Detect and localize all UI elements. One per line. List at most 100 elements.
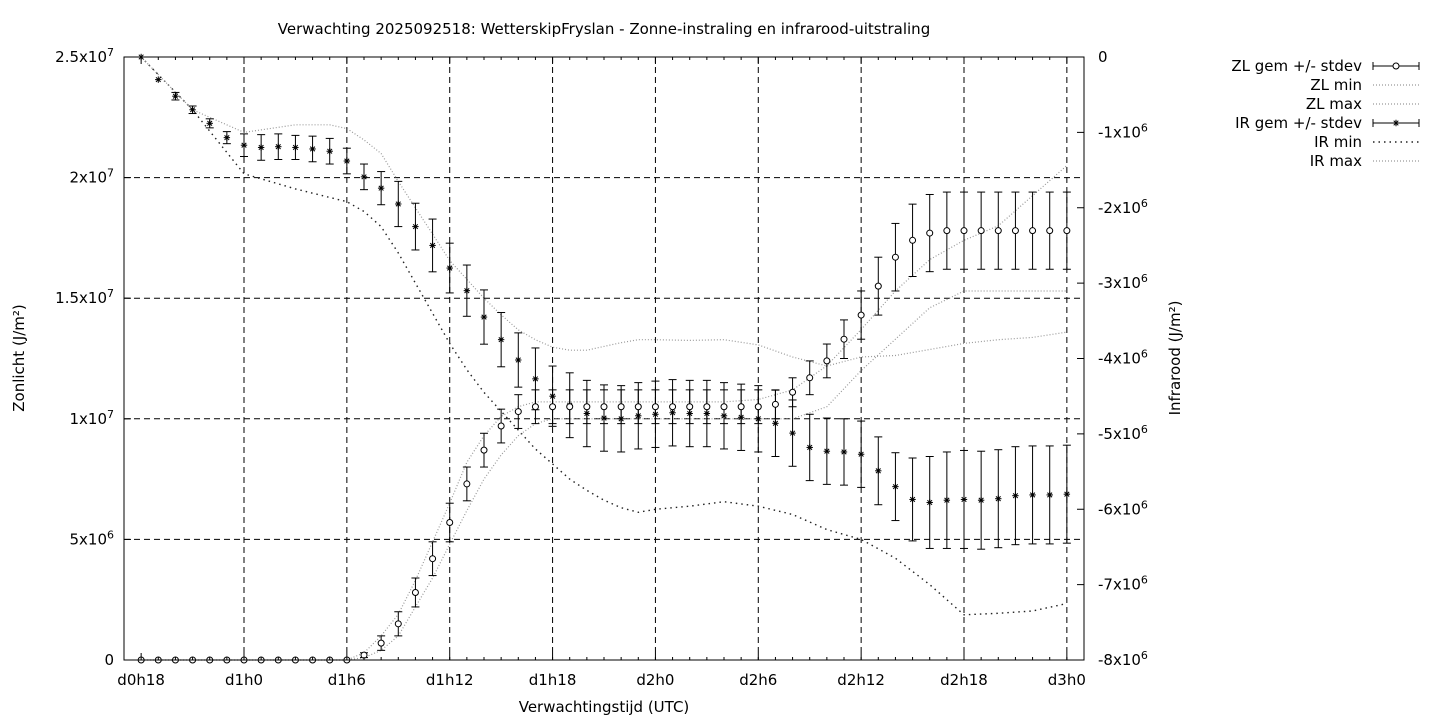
ir-point	[497, 336, 505, 343]
zl-max-line	[141, 165, 1068, 661]
zl-point	[909, 236, 917, 244]
ir-point	[309, 145, 316, 153]
y-axis-ticks: 0 5x106 1x107 1.5x107 2x107 2.5x107	[55, 46, 131, 669]
zl-point	[549, 403, 557, 411]
y2-tick-label: -5x106	[1098, 423, 1148, 443]
x-tick-label: d2h0	[636, 671, 674, 689]
zl-point	[686, 403, 694, 411]
zl-series	[137, 191, 1071, 664]
ir-point	[926, 499, 933, 506]
zl-point	[566, 403, 574, 411]
y2-tick-label: -7x106	[1098, 574, 1148, 594]
zl-point	[446, 519, 454, 527]
zl-point	[977, 227, 985, 235]
zl-minmax-lines	[141, 165, 1068, 661]
legend-label: ZL min	[1310, 76, 1362, 94]
zl-point	[1029, 227, 1037, 235]
zl-point	[514, 408, 522, 416]
x-axis-ticks: d0h18 d1h0 d1h6 d1h12 d1h18 d2h0 d2h6 d2h12 d2h1…	[117, 57, 1086, 689]
ir-point	[257, 144, 265, 151]
y-tick-label: 0	[104, 651, 114, 669]
zl-point	[651, 403, 659, 411]
y2-tick-label: -4x106	[1098, 348, 1148, 368]
y2-tick-label: -3x106	[1098, 272, 1148, 292]
x-tick-label: d1h6	[328, 671, 366, 689]
ir-point	[977, 497, 985, 504]
ir-point	[343, 157, 351, 165]
ir-point	[823, 448, 831, 455]
zl-point	[737, 403, 745, 411]
chart-title: Verwachting 2025092518: WetterskipFrysla…	[278, 20, 930, 38]
y2-axis-ticks: 0 -1x106 -2x106 -3x106 -4x106 -5x106 -6x106 -7x…	[1077, 48, 1148, 669]
zl-point	[857, 311, 865, 319]
legend-marker	[1392, 62, 1400, 70]
ir-point	[840, 448, 848, 456]
ir-max-line	[140, 56, 1067, 367]
ir-point	[532, 375, 539, 383]
y-tick-label: 5x106	[69, 528, 114, 548]
zl-point	[703, 403, 711, 411]
legend-label: IR max	[1310, 152, 1362, 170]
x-tick-label: d3h0	[1048, 671, 1086, 689]
zl-point	[634, 403, 642, 411]
zl-point	[377, 639, 385, 647]
ir-point	[292, 144, 299, 151]
ir-point	[875, 467, 882, 475]
zl-point	[1011, 227, 1019, 235]
x-tick-label: d1h12	[426, 671, 474, 689]
ir-point	[360, 173, 368, 181]
ir-point	[515, 356, 522, 364]
legend-label: IR gem +/- stdev	[1235, 114, 1362, 132]
ir-point	[275, 143, 282, 150]
ir-point	[189, 106, 196, 113]
ir-point	[960, 496, 968, 503]
ir-min-line	[140, 56, 1068, 616]
zl-point	[806, 374, 814, 382]
legend-label: ZL gem +/- stdev	[1231, 57, 1362, 75]
x-tick-label: d2h6	[739, 671, 777, 689]
x-axis-title: Verwachtingstijd (UTC)	[519, 698, 690, 716]
y2-tick-label: -6x106	[1098, 498, 1148, 518]
ir-point	[240, 141, 248, 149]
y2-tick-label: -1x106	[1098, 121, 1148, 141]
ir-point	[943, 497, 951, 504]
zl-point	[411, 588, 419, 596]
ir-point	[395, 200, 402, 208]
zl-point	[669, 403, 677, 411]
y-tick-label: 2x107	[69, 167, 114, 187]
ir-point	[155, 76, 162, 83]
zl-point	[720, 403, 728, 411]
ir-point	[892, 483, 899, 490]
zl-point	[617, 403, 625, 411]
ir-point	[326, 148, 333, 155]
y-tick-label: 1.5x107	[55, 287, 114, 307]
zl-point	[840, 335, 848, 343]
grid-lines	[124, 57, 1084, 660]
y-tick-label: 1x107	[69, 408, 114, 428]
zl-point	[789, 388, 797, 396]
legend-label: ZL max	[1306, 95, 1362, 113]
y2-tick-label: -2x106	[1098, 197, 1148, 217]
legend-marker	[1392, 119, 1400, 127]
zl-point	[960, 227, 968, 235]
x-tick-label: d1h0	[225, 671, 263, 689]
ir-point	[909, 496, 916, 503]
zl-point	[754, 403, 762, 411]
zl-point	[823, 357, 831, 365]
zl-point	[600, 403, 608, 411]
zl-point	[926, 229, 934, 237]
y2-tick-label: -8x106	[1098, 649, 1148, 669]
y-tick-label: 2.5x107	[55, 46, 114, 66]
zl-point	[583, 403, 591, 411]
zl-point	[480, 446, 488, 454]
plot-frame	[123, 56, 1085, 661]
ir-point	[480, 313, 488, 321]
y2-axis-title: Infrarood (J/m²)	[1166, 301, 1184, 416]
y-axis-title: Zonlicht (J/m²)	[10, 304, 28, 412]
ir-point	[995, 495, 1002, 502]
ir-point	[789, 429, 796, 437]
zl-point	[394, 620, 402, 628]
zl-point	[891, 253, 899, 261]
zl-point	[497, 422, 505, 430]
